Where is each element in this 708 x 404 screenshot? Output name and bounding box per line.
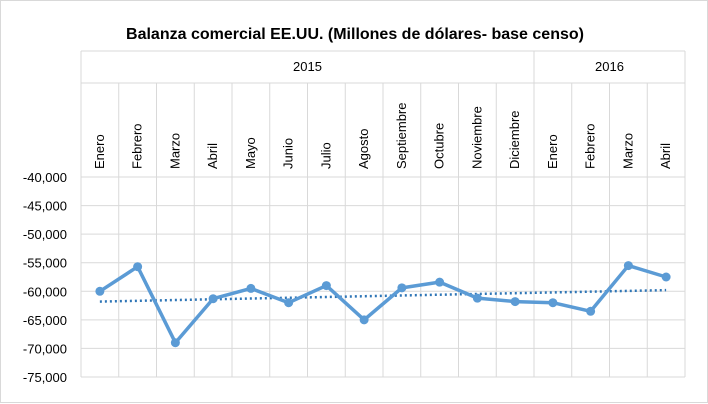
category-label: Abril bbox=[658, 143, 673, 169]
category-label: Enero bbox=[545, 134, 560, 169]
category-label: Octubre bbox=[432, 123, 447, 169]
y-tick-label: -75,000 bbox=[23, 370, 67, 385]
data-point bbox=[133, 262, 143, 272]
year-group-label: 2016 bbox=[595, 59, 624, 74]
category-label: Mayo bbox=[243, 137, 258, 169]
y-tick-label: -45,000 bbox=[23, 199, 67, 214]
data-point bbox=[661, 272, 671, 282]
data-point bbox=[623, 261, 633, 271]
category-label: Abril bbox=[205, 143, 220, 169]
chart-title: Balanza comercial EE.UU. (Millones de dó… bbox=[126, 26, 584, 43]
year-group-label: 2015 bbox=[293, 59, 322, 74]
grid-lines bbox=[80, 50, 686, 378]
data-point bbox=[208, 294, 218, 304]
y-tick-label: -70,000 bbox=[23, 341, 67, 356]
category-label: Junio bbox=[281, 138, 296, 169]
y-tick-label: -50,000 bbox=[23, 227, 67, 242]
series-line bbox=[98, 263, 667, 345]
y-axis-ticks: -40,000 -45,000 -50,000 -55,000 -60,000 -65,0… bbox=[23, 170, 67, 385]
category-label: Noviembre bbox=[469, 106, 484, 169]
y-tick-label: -65,000 bbox=[23, 313, 67, 328]
data-point bbox=[548, 298, 558, 308]
data-point bbox=[510, 297, 520, 307]
data-point bbox=[170, 338, 180, 348]
category-label: Febrero bbox=[583, 123, 598, 169]
data-point bbox=[359, 315, 369, 325]
category-label: Marzo bbox=[167, 133, 182, 169]
data-point bbox=[435, 277, 445, 287]
y-tick-label: -60,000 bbox=[23, 284, 67, 299]
category-label: Julio bbox=[318, 142, 333, 169]
data-series bbox=[95, 261, 671, 348]
category-label: Febrero bbox=[130, 123, 145, 169]
category-label: Septiembre bbox=[394, 103, 409, 169]
trendline bbox=[99, 288, 667, 303]
data-point bbox=[586, 306, 596, 316]
category-label: Marzo bbox=[620, 133, 635, 169]
data-point bbox=[472, 293, 482, 303]
data-point bbox=[246, 283, 256, 293]
data-point bbox=[321, 281, 331, 291]
data-point bbox=[397, 283, 407, 293]
trendline-line bbox=[99, 288, 667, 303]
category-label: Agosto bbox=[356, 129, 371, 169]
y-tick-label: -55,000 bbox=[23, 256, 67, 271]
category-label: Diciembre bbox=[507, 110, 522, 169]
y-tick-label: -40,000 bbox=[23, 170, 67, 185]
category-header: 2015 2016 Enero Febrero Marzo Abril Mayo Junio J… bbox=[92, 59, 673, 169]
data-point bbox=[95, 286, 105, 296]
data-point bbox=[284, 298, 294, 308]
category-label: Enero bbox=[92, 134, 107, 169]
